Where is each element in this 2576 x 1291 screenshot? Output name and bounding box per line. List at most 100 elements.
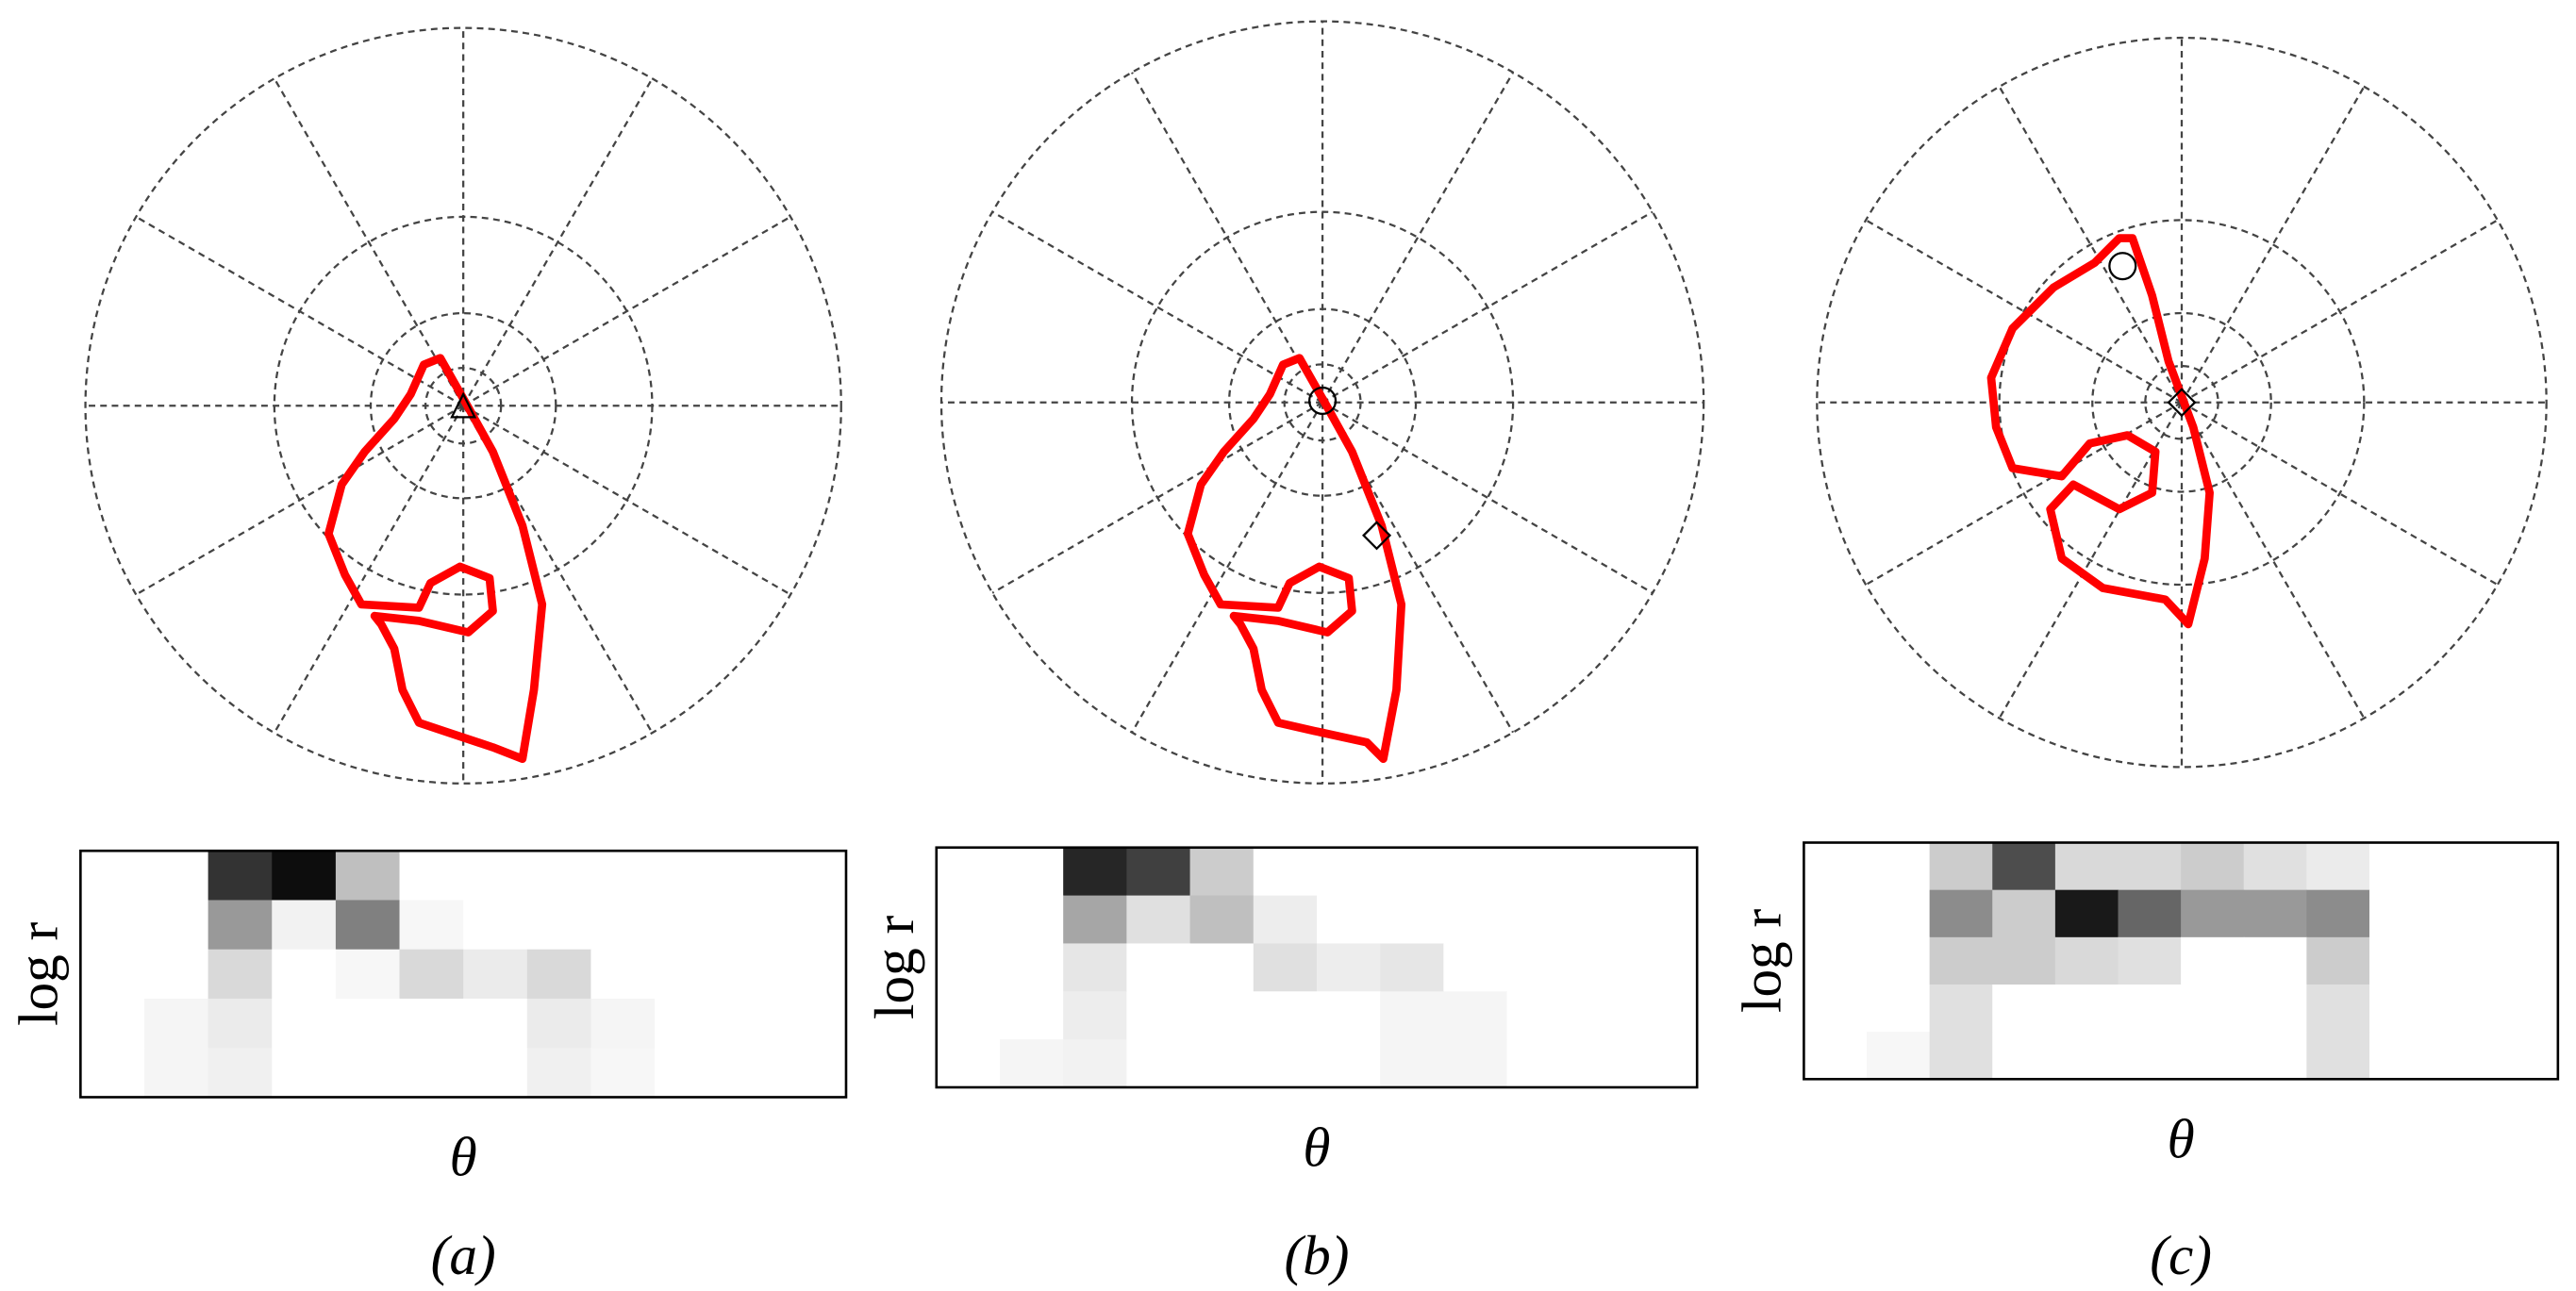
grid-ring <box>1998 219 2366 587</box>
histogram-cell <box>526 949 591 1000</box>
histogram-cell <box>2181 984 2245 1033</box>
histogram-cell <box>782 1048 847 1098</box>
histogram-cell <box>1189 1039 1255 1088</box>
grid-spoke <box>1321 72 1515 404</box>
grid-spoke <box>1865 219 2183 404</box>
histogram-cell <box>999 1039 1064 1088</box>
histogram-cell <box>782 851 847 901</box>
histogram-cell <box>2181 889 2245 938</box>
histogram-cell <box>1506 1039 1571 1088</box>
grid-spoke <box>135 215 464 407</box>
histogram-cell <box>463 998 528 1049</box>
histogram-cell <box>208 851 273 901</box>
histogram-cell <box>1633 943 1698 992</box>
histogram-cell <box>590 1048 656 1098</box>
grid-spoke <box>991 401 1323 594</box>
histogram-cell <box>590 949 656 1000</box>
histogram-cell <box>399 851 464 901</box>
histogram-cell <box>1126 847 1191 897</box>
point-marker <box>2108 252 2137 281</box>
histogram-cell <box>1570 1039 1635 1088</box>
histogram-cell <box>1633 991 1698 1040</box>
point-marker <box>1362 521 1392 551</box>
y-axis-label: log r <box>1731 909 1793 1013</box>
histogram-cell <box>936 895 1001 944</box>
histogram-cell <box>2243 889 2307 938</box>
histogram-cell <box>2306 1032 2370 1080</box>
polar-grids <box>84 20 2548 785</box>
grid-spoke <box>1131 402 1324 734</box>
histogram-cell <box>936 847 1001 897</box>
histogram-cell <box>1189 847 1255 897</box>
point-marker <box>450 391 477 419</box>
histogram-cell <box>718 998 783 1049</box>
histogram-cell <box>1316 1039 1381 1088</box>
histogram-cell <box>718 1048 783 1098</box>
histogram-cell <box>335 851 401 901</box>
histogram-cell <box>2495 842 2559 891</box>
histogram-cell <box>2368 889 2434 938</box>
contour <box>324 354 547 764</box>
histogram-cell <box>1189 991 1255 1040</box>
grid-spoke <box>2181 401 2499 587</box>
histogram-cell <box>1506 991 1571 1040</box>
histogram-cell <box>143 851 209 901</box>
grid-spoke <box>135 405 464 596</box>
histogram-cell <box>1443 943 1508 992</box>
histogram-cell <box>272 1048 337 1098</box>
histogram-cell <box>782 949 847 1000</box>
histogram-cell <box>1867 889 1931 938</box>
grid-spoke <box>273 77 465 406</box>
histogram-cell <box>1570 943 1635 992</box>
histogram-cell <box>1189 943 1255 992</box>
histogram-cell <box>463 851 528 901</box>
histogram-cell <box>2243 1032 2307 1080</box>
histogram-cell <box>590 851 656 901</box>
histogram-cell <box>1867 984 1931 1033</box>
histogram-cell <box>1506 847 1571 897</box>
histogram-cell <box>1803 842 1868 891</box>
histogram-cell <box>2432 984 2496 1033</box>
histogram-cell <box>2054 984 2119 1033</box>
point-marker <box>1308 386 1338 416</box>
histogram-cell <box>208 900 273 951</box>
histogram-cell <box>782 900 847 951</box>
histogram-cell <box>2368 984 2434 1033</box>
histogram-cell <box>526 998 591 1049</box>
histogram-cell <box>2368 842 2434 891</box>
histogram-cell <box>655 900 720 951</box>
histogram-cell <box>2432 936 2496 985</box>
histogram-cell <box>2306 984 2370 1033</box>
histogram-cell <box>1253 895 1318 944</box>
grid-spoke <box>2181 219 2499 404</box>
histogram-cell <box>2495 889 2559 938</box>
histogram-cell <box>143 949 209 1000</box>
grid-spoke <box>1321 210 1654 404</box>
histogram-cell <box>936 1039 1001 1088</box>
histogram-cell <box>1253 943 1318 992</box>
histogram-cell <box>999 991 1064 1040</box>
grid-spoke <box>273 405 465 734</box>
x-axis-label: θ <box>2168 1108 2195 1170</box>
histogram-cell <box>1380 991 1444 1040</box>
histogram-cell <box>1316 895 1381 944</box>
histogram-cell <box>936 991 1001 1040</box>
histogram-cell <box>2118 984 2182 1033</box>
histogram-cell <box>1063 847 1127 897</box>
histogram-cell <box>80 851 145 901</box>
histogram-cell <box>1380 895 1444 944</box>
histogram-cell <box>718 900 783 951</box>
histogram-cell <box>1570 847 1635 897</box>
histogram-cell <box>1570 991 1635 1040</box>
histogram-cell <box>1380 943 1444 992</box>
histogram-cell <box>1929 842 1993 891</box>
histogram-cell <box>2118 936 2182 985</box>
histogram-cell <box>1253 991 1318 1040</box>
histogram-cell <box>208 949 273 1000</box>
grid-spoke <box>462 215 791 407</box>
grid-spoke <box>2181 86 2366 404</box>
histogram-cell <box>272 998 337 1049</box>
histogram-cell <box>80 998 145 1049</box>
point-marker <box>2167 388 2197 418</box>
grid-spoke <box>991 210 1323 404</box>
